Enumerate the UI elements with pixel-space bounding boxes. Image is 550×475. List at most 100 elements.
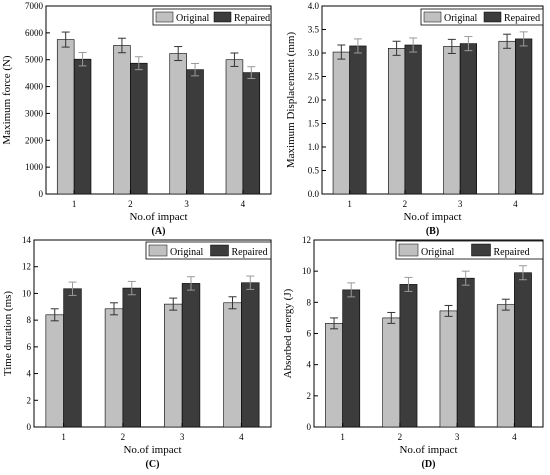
- x-axis-label: No.of impact: [399, 444, 457, 456]
- legend-box: [145, 241, 272, 260]
- bar-repaired: [241, 282, 260, 428]
- bar-repaired: [514, 272, 532, 428]
- panel-label: (D): [422, 459, 436, 470]
- x-tick-label: 2: [403, 199, 408, 209]
- y-tick-label: 0: [39, 189, 44, 199]
- legend: Original Repaired: [152, 8, 272, 26]
- x-tick-label: 2: [128, 199, 133, 209]
- chart-panel-2: 0.0 0.5 1.0 1.5 2.0 2.5 3.0 3.5 4.0 1 2 3 4 No.of imp…: [285, 1, 544, 237]
- bar-original: [225, 59, 244, 195]
- y-tick-label: 12: [22, 262, 31, 272]
- y-axis-label: Absorbed energy (J): [282, 288, 294, 378]
- y-tick-label: 7000: [25, 1, 44, 11]
- bar-repaired: [459, 43, 478, 195]
- x-tick-label: 3: [455, 432, 460, 442]
- y-tick-label: 12: [302, 235, 311, 245]
- legend-box: [420, 8, 544, 26]
- panel-label: (C): [146, 459, 160, 470]
- y-tick-label: 5000: [25, 55, 44, 65]
- bar-original: [387, 47, 406, 195]
- x-tick-label: 4: [513, 199, 518, 209]
- bar-original: [496, 304, 515, 428]
- x-tick-label: 1: [340, 432, 345, 442]
- plot-frame: [33, 239, 272, 428]
- legend-swatch-original: [423, 11, 442, 23]
- x-axis-label: No.of impact: [129, 211, 187, 223]
- y-tick-label: 4: [307, 360, 312, 370]
- bar-original: [332, 51, 350, 195]
- y-axis-label: Maximum force (N): [1, 55, 13, 145]
- bar-repaired: [242, 72, 261, 195]
- bar-original: [164, 303, 183, 428]
- plot-frame: [45, 5, 272, 195]
- y-tick-label: 0.0: [308, 189, 320, 199]
- legend-swatch-repaired: [471, 243, 491, 257]
- bar-original: [498, 40, 516, 195]
- x-tick-label: 4: [512, 432, 517, 442]
- y-tick-label: 1.5: [308, 119, 320, 129]
- legend-swatch-original: [155, 11, 174, 23]
- y-axis-label: Time duration (ms): [2, 291, 14, 376]
- y-tick-label: 8: [307, 297, 312, 307]
- legend-box: [395, 240, 544, 260]
- bar-original: [443, 46, 461, 195]
- y-tick-label: 8: [27, 315, 32, 325]
- bar-repaired: [73, 58, 92, 195]
- y-tick-label: 3000: [25, 108, 44, 118]
- y-tick-label: 3.5: [308, 25, 320, 35]
- x-tick-label: 1: [61, 432, 66, 442]
- legend-swatch-repaired: [213, 11, 232, 23]
- y-tick-label: 14: [22, 235, 32, 245]
- x-tick-label: 2: [398, 432, 403, 442]
- legend-label-original: Original: [444, 13, 478, 24]
- y-tick-label: 3.0: [308, 48, 320, 58]
- x-tick-label: 1: [347, 199, 352, 209]
- y-tick-label: 6000: [25, 28, 44, 38]
- legend-label-original: Original: [421, 247, 455, 258]
- panel-label: (A): [152, 226, 166, 237]
- bar-repaired: [399, 284, 418, 428]
- y-tick-label: 0.5: [308, 166, 320, 176]
- x-tick-label: 1: [72, 199, 77, 209]
- bar-repaired: [456, 277, 475, 428]
- legend-swatch-repaired: [210, 244, 229, 257]
- x-tick-label: 4: [239, 432, 244, 442]
- legend: Original Repaired: [395, 240, 544, 260]
- x-tick-label: 3: [184, 199, 189, 209]
- chart-panel-1: 0 1000 2000 3000 4000 5000 6000 7000 1 2 3 4 No.of i…: [1, 1, 272, 237]
- bar-repaired: [186, 69, 204, 195]
- bar-original: [104, 308, 124, 428]
- legend-label-repaired: Repaired: [234, 13, 270, 24]
- bar-repaired: [130, 62, 148, 195]
- y-tick-label: 4000: [25, 82, 44, 92]
- bar-repaired: [404, 44, 422, 195]
- legend-label-original: Original: [176, 13, 210, 24]
- bar-repaired: [181, 283, 201, 428]
- y-tick-label: 0: [27, 422, 32, 432]
- y-tick-label: 4: [27, 369, 32, 379]
- bar-original: [169, 53, 187, 195]
- y-tick-label: 4.0: [308, 1, 320, 11]
- bar-original: [45, 314, 64, 428]
- y-tick-label: 6: [27, 342, 32, 352]
- panel-label: (B): [426, 226, 439, 237]
- x-tick-label: 3: [180, 432, 185, 442]
- bar-original: [325, 323, 343, 428]
- legend-swatch-original: [148, 244, 168, 257]
- bar-original: [382, 317, 401, 428]
- y-tick-label: 2.5: [308, 72, 320, 82]
- bar-repaired: [515, 38, 533, 195]
- y-axis-label: Maximum Displacement (mm): [285, 32, 297, 169]
- y-tick-label: 6: [307, 329, 312, 339]
- bar-repaired: [63, 288, 82, 428]
- bar-repaired: [342, 289, 361, 428]
- bar-repaired: [122, 287, 141, 428]
- legend-swatch-repaired: [483, 11, 502, 23]
- y-tick-label: 2.0: [308, 95, 320, 105]
- bar-repaired: [349, 45, 367, 195]
- bar-original: [113, 45, 131, 195]
- x-tick-label: 4: [241, 199, 246, 209]
- x-axis-label: No.of impact: [403, 211, 461, 223]
